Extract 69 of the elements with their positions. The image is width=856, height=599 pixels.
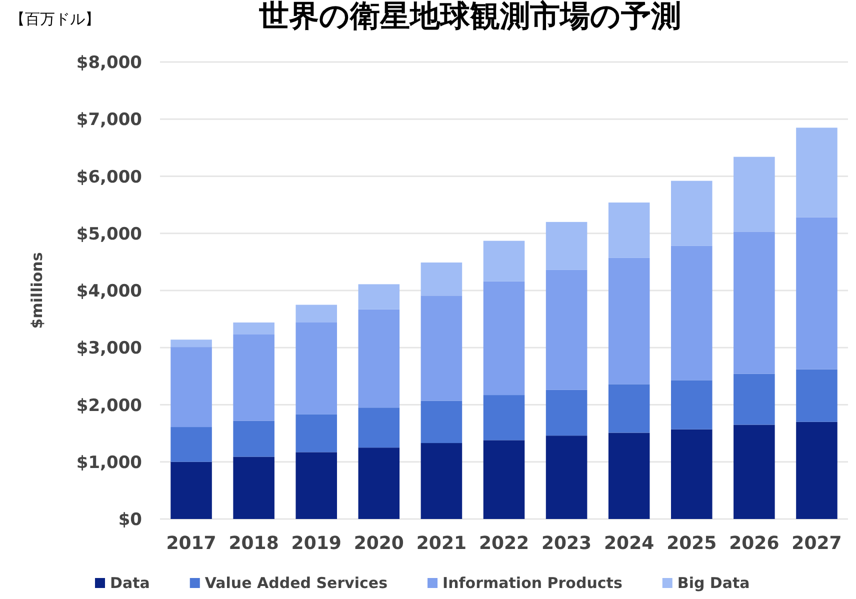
- y-axis-title: $millions: [28, 252, 46, 329]
- bar: [420, 400, 462, 444]
- legend-label: Big Data: [677, 574, 750, 592]
- bar: [546, 436, 588, 519]
- bar: [170, 340, 212, 348]
- bar: [670, 246, 712, 380]
- y-tick-label: $0: [118, 510, 142, 530]
- bar: [296, 414, 338, 452]
- bar: [233, 420, 274, 457]
- x-tick-label: 2026: [729, 533, 780, 554]
- x-tick-label: 2021: [416, 533, 467, 554]
- bar: [420, 262, 462, 296]
- x-tick-label: 2022: [478, 533, 530, 554]
- bar: [796, 217, 838, 370]
- bar: [233, 456, 274, 519]
- bar: [233, 322, 274, 334]
- y-tick-label: $5,000: [76, 224, 142, 244]
- bar: [296, 452, 338, 519]
- bar: [734, 232, 775, 374]
- bar: [358, 408, 400, 448]
- bar: [670, 429, 712, 519]
- bar: [170, 347, 212, 428]
- y-tick-label: $7,000: [76, 110, 142, 130]
- x-tick-label: 2027: [792, 533, 842, 554]
- bar: [734, 156, 775, 232]
- y-tick-label: $3,000: [76, 338, 142, 359]
- bar: [796, 369, 838, 422]
- text: 【百万ドル】: [10, 10, 100, 28]
- bar: [296, 322, 338, 414]
- bar: [796, 422, 838, 519]
- x-tick-label: 2020: [354, 533, 404, 554]
- bar: [483, 281, 525, 396]
- x-tick-label: 2023: [541, 533, 592, 554]
- bar: [670, 180, 712, 246]
- bar: [546, 390, 588, 436]
- bar: [670, 380, 712, 430]
- bar: [608, 258, 650, 384]
- x-tick-label: 2017: [166, 533, 216, 554]
- bar: [358, 448, 400, 519]
- x-tick-label: 2024: [604, 533, 654, 554]
- bar: [358, 309, 400, 408]
- bar: [358, 284, 400, 310]
- y-tick-label: $2,000: [76, 396, 142, 416]
- bar: [546, 270, 588, 390]
- bar: [483, 395, 525, 440]
- x-tick-label: 2019: [291, 533, 342, 554]
- bar: [608, 202, 650, 258]
- bar: [608, 384, 650, 433]
- chart-title: 世界の衛星地球観測市場の予測: [258, 0, 681, 34]
- bar: [796, 128, 838, 218]
- bar: [608, 432, 650, 519]
- x-tick-label: 2025: [666, 533, 717, 554]
- bar: [420, 296, 462, 401]
- bar: [420, 443, 462, 519]
- legend-label: Data: [110, 574, 150, 592]
- y-tick-label: $6,000: [76, 167, 142, 188]
- bar: [170, 427, 212, 462]
- bar: [734, 374, 775, 425]
- bar: [170, 462, 212, 519]
- bar: [734, 424, 775, 519]
- y-tick-label: $8,000: [76, 53, 142, 73]
- bar: [483, 240, 525, 282]
- bar: [233, 334, 274, 421]
- bar: [483, 440, 525, 519]
- y-tick-label: $4,000: [76, 282, 142, 302]
- x-tick-label: 2018: [228, 533, 279, 554]
- y-tick-label: $1,000: [76, 452, 142, 473]
- bar: [296, 304, 338, 322]
- bar: [546, 222, 588, 270]
